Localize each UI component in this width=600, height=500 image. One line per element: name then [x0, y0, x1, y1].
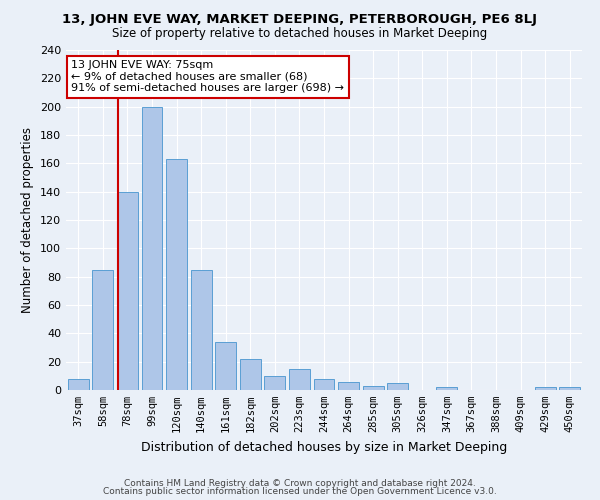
Text: 13, JOHN EVE WAY, MARKET DEEPING, PETERBOROUGH, PE6 8LJ: 13, JOHN EVE WAY, MARKET DEEPING, PETERB…: [62, 12, 538, 26]
X-axis label: Distribution of detached houses by size in Market Deeping: Distribution of detached houses by size …: [141, 440, 507, 454]
Y-axis label: Number of detached properties: Number of detached properties: [22, 127, 34, 313]
Bar: [387, 383, 408, 390]
Bar: [559, 387, 580, 390]
Bar: [436, 387, 457, 390]
Bar: [142, 106, 163, 390]
Bar: [215, 342, 236, 390]
Bar: [338, 382, 359, 390]
Bar: [314, 378, 334, 390]
Bar: [289, 369, 310, 390]
Bar: [191, 270, 212, 390]
Bar: [166, 159, 187, 390]
Bar: [92, 270, 113, 390]
Bar: [535, 387, 556, 390]
Bar: [362, 386, 383, 390]
Bar: [240, 359, 261, 390]
Text: 13 JOHN EVE WAY: 75sqm
← 9% of detached houses are smaller (68)
91% of semi-deta: 13 JOHN EVE WAY: 75sqm ← 9% of detached …: [71, 60, 344, 94]
Bar: [68, 378, 89, 390]
Text: Contains HM Land Registry data © Crown copyright and database right 2024.: Contains HM Land Registry data © Crown c…: [124, 478, 476, 488]
Bar: [117, 192, 138, 390]
Bar: [265, 376, 286, 390]
Text: Contains public sector information licensed under the Open Government Licence v3: Contains public sector information licen…: [103, 487, 497, 496]
Text: Size of property relative to detached houses in Market Deeping: Size of property relative to detached ho…: [112, 28, 488, 40]
